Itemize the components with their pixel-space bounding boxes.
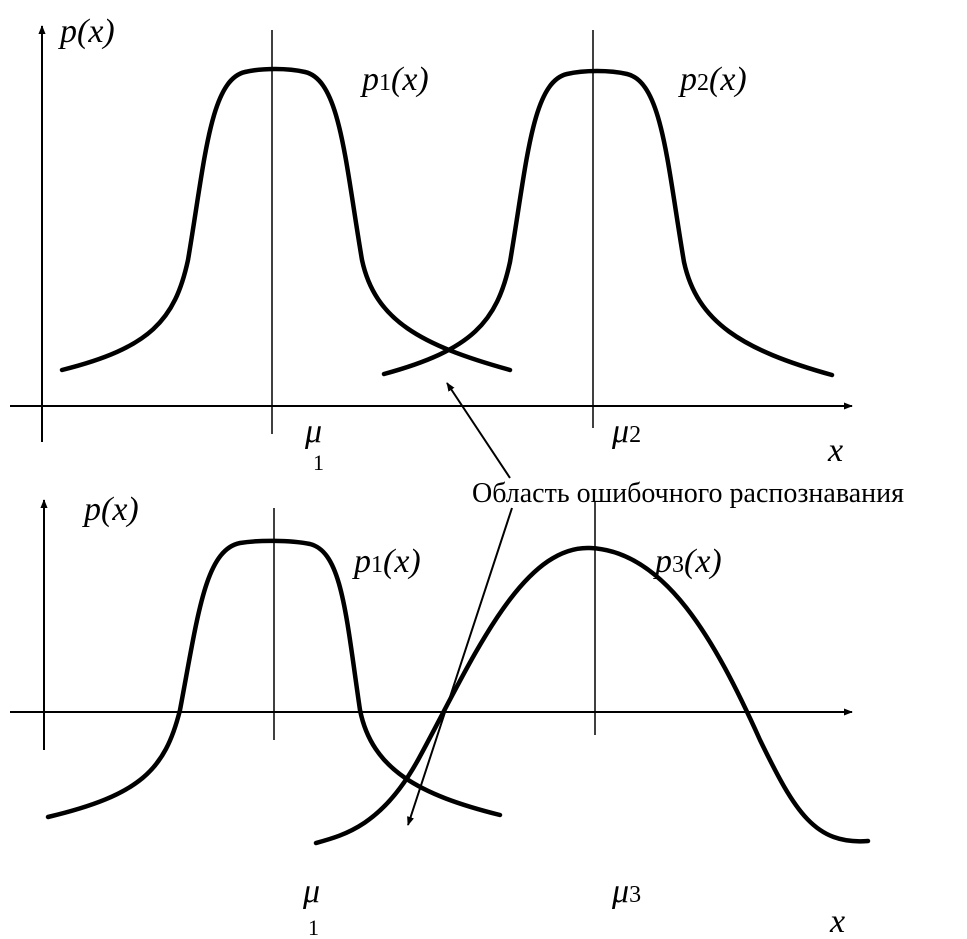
error-region-label: Область ошибочного распознавания xyxy=(472,478,904,509)
top-mean1-symbol: μ xyxy=(304,413,322,450)
error-region-arrow-top xyxy=(446,382,511,479)
top-x-axis-label: x xyxy=(827,432,843,469)
bottom-x-axis-label: x xyxy=(829,903,845,939)
bottom-mean1-symbol: μ xyxy=(302,873,320,910)
top-curve-p2-label: p2(x) xyxy=(678,61,747,98)
bottom-panel: p(x) x p1(x) p3(x) μ 1 μ3 xyxy=(10,491,871,939)
bottom-curve-p3-label: p3(x) xyxy=(653,543,722,580)
bottom-y-axis-label: p(x) xyxy=(82,491,139,528)
top-y-axis-label: p(x) xyxy=(58,13,115,50)
top-mean2-label: μ2 xyxy=(611,413,641,450)
error-region-arrow-bottom xyxy=(407,507,513,826)
top-panel: p(x) x p1(x) p2(x) μ 1 μ2 xyxy=(10,13,853,475)
top-mean1-subscript: 1 xyxy=(313,450,324,475)
bottom-curve-p1 xyxy=(45,538,503,820)
bottom-curve-p1-label: p1(x) xyxy=(352,543,421,580)
bottom-mean1-subscript: 1 xyxy=(308,915,319,939)
top-curve-p2 xyxy=(381,68,835,378)
bottom-curve-p3 xyxy=(313,545,871,846)
bottom-mean3-label: μ3 xyxy=(611,873,641,910)
top-curve-p1-label: p1(x) xyxy=(360,61,429,98)
error-region-annotation: Область ошибочного распознавания xyxy=(407,382,904,826)
top-curve-p1 xyxy=(59,66,513,373)
